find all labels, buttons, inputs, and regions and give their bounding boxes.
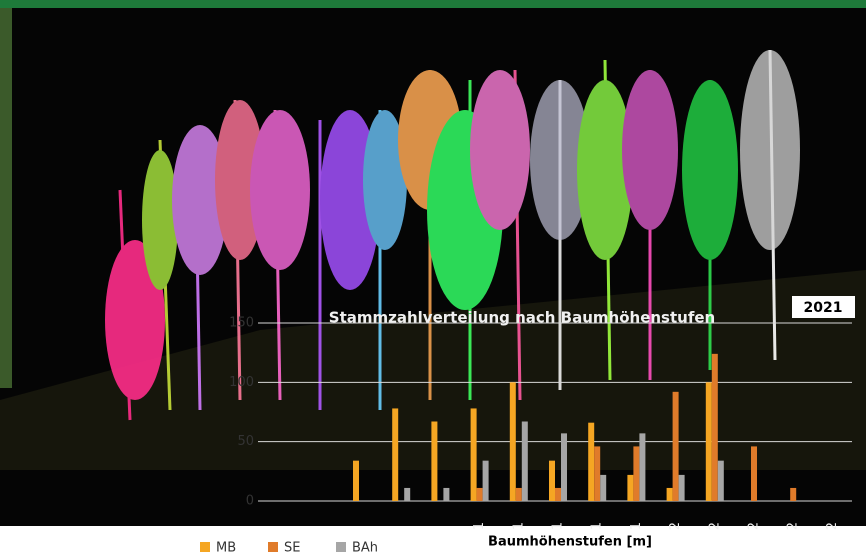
legend-swatch bbox=[268, 542, 278, 552]
x-tick-label: 2 bbox=[668, 522, 683, 530]
bar bbox=[673, 392, 679, 501]
bar bbox=[639, 433, 645, 501]
bar bbox=[471, 408, 477, 501]
bar bbox=[392, 408, 398, 501]
x-tick-label: 1 bbox=[629, 522, 644, 530]
bar bbox=[522, 421, 528, 501]
x-tick-label: 1 bbox=[590, 522, 605, 530]
bar bbox=[353, 461, 359, 501]
bar bbox=[588, 423, 594, 501]
x-tick-label: 2 bbox=[747, 522, 762, 530]
x-axis-label: Baumhöhenstufen [m] bbox=[488, 535, 652, 550]
bar bbox=[594, 446, 600, 501]
legend-label: BAh bbox=[352, 541, 378, 556]
bar bbox=[483, 461, 489, 501]
bar bbox=[679, 475, 685, 501]
bar bbox=[706, 382, 712, 501]
x-tick-label: 2 bbox=[825, 522, 840, 530]
bar bbox=[549, 461, 555, 501]
bar bbox=[555, 488, 561, 501]
bar bbox=[712, 354, 718, 501]
footer bbox=[0, 526, 866, 556]
bar bbox=[431, 421, 437, 501]
legend-label: SE bbox=[284, 541, 300, 556]
bar bbox=[633, 446, 639, 501]
x-tick-label: 1 bbox=[511, 522, 526, 530]
legend-swatch bbox=[336, 542, 346, 552]
legend-label: MB bbox=[216, 541, 236, 556]
badge: 2021 bbox=[804, 300, 843, 316]
bar bbox=[443, 488, 449, 501]
bar bbox=[600, 475, 606, 501]
chart-title: Stammzahlverteilung nach Baumhöhenstufen bbox=[329, 309, 715, 327]
bar bbox=[516, 488, 522, 501]
legend: MB SE BAh bbox=[200, 541, 378, 556]
y-tick-label: 150 bbox=[229, 316, 254, 331]
x-tick-label: 1 bbox=[472, 522, 487, 530]
bar bbox=[561, 433, 567, 501]
x-tick-label: 2 bbox=[786, 522, 801, 530]
x-tick-label: 2 bbox=[707, 522, 722, 530]
y-tick-label: 50 bbox=[237, 434, 254, 449]
bar bbox=[510, 382, 516, 501]
top-bar bbox=[0, 0, 866, 8]
x-tick-label: 1 bbox=[551, 522, 566, 530]
bar bbox=[790, 488, 796, 501]
legend-swatch bbox=[200, 542, 210, 552]
left-edge bbox=[0, 8, 12, 388]
y-tick-label: 100 bbox=[229, 375, 254, 390]
bar bbox=[627, 475, 633, 501]
screenshot: 0 50 100 150 1 1 1 1 1 2 2 2 2 2 Stammzahlverteilung … bbox=[0, 0, 866, 556]
bar bbox=[667, 488, 673, 501]
bar bbox=[751, 446, 757, 501]
bar bbox=[404, 488, 410, 501]
y-tick-label: 0 bbox=[246, 494, 254, 509]
bar bbox=[718, 461, 724, 501]
bar bbox=[477, 488, 483, 501]
